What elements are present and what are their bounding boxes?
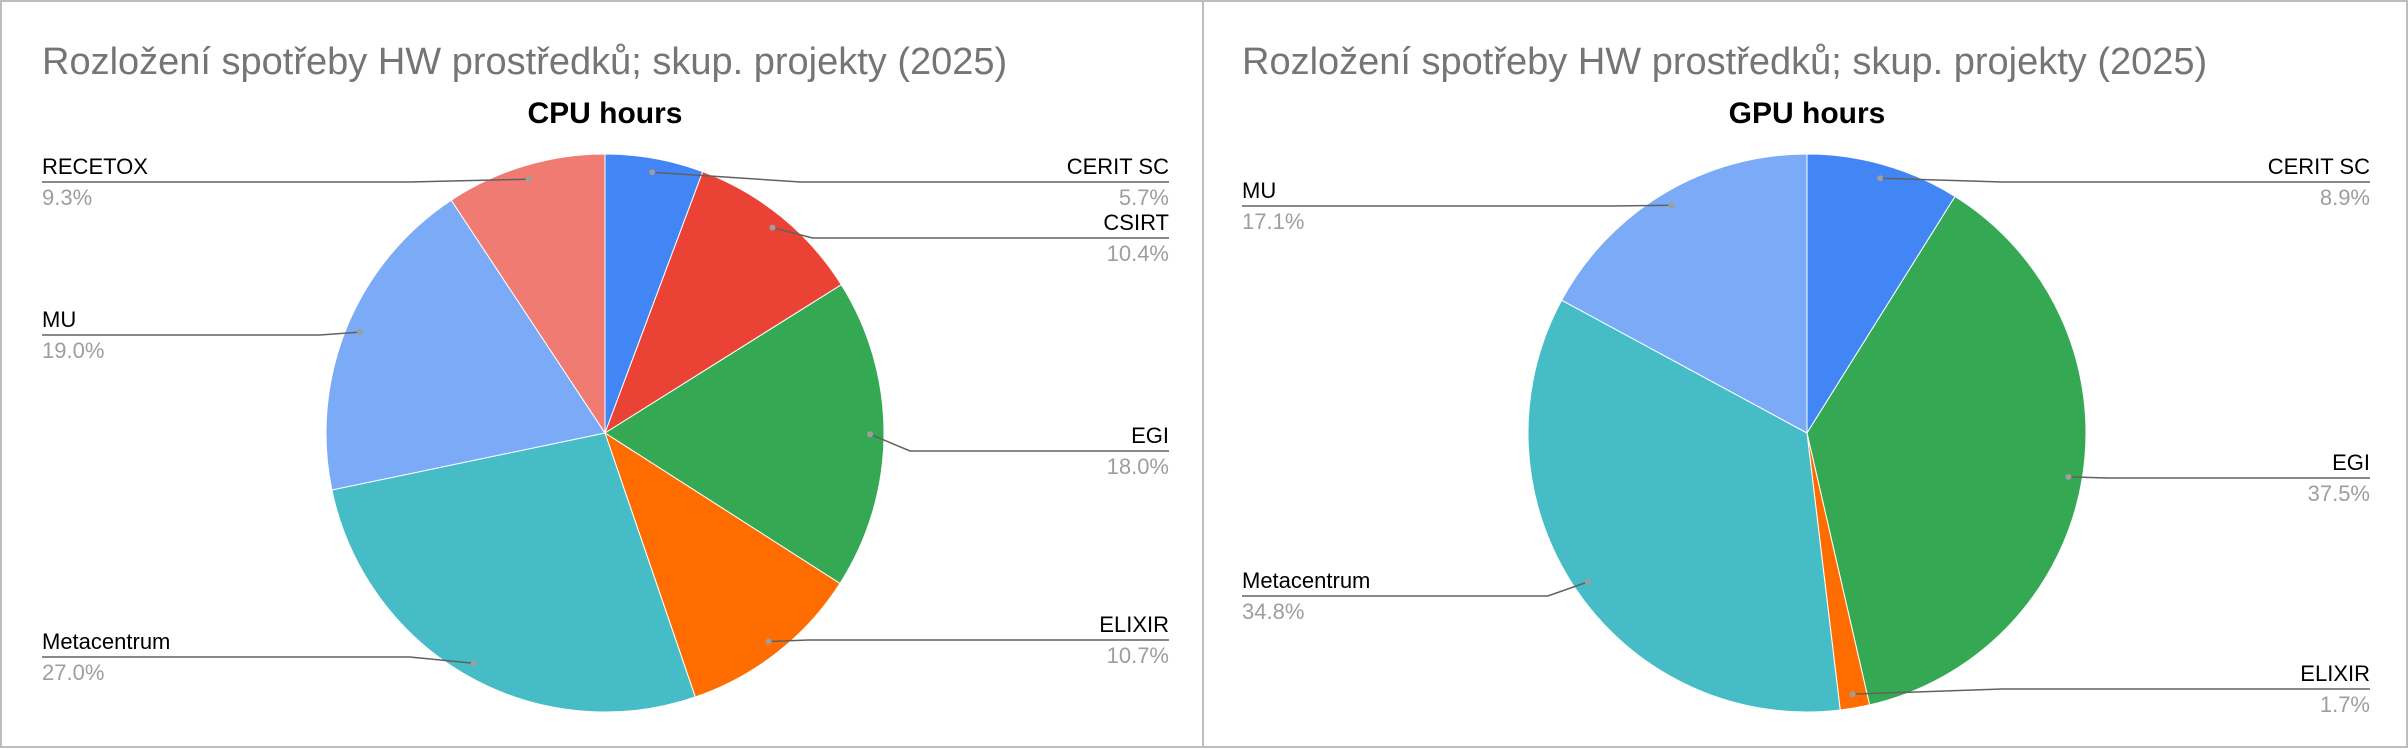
slice-percent-elixir: 10.7%	[1107, 643, 1169, 668]
slice-percent-mu: 17.1%	[1242, 209, 1304, 234]
slice-labels: CERIT SC 8.9% EGI 37.5% ELIXIR 1.7% Metacentru…	[1242, 154, 2370, 717]
slice-percent-egi: 18.0%	[1107, 454, 1169, 479]
slice-label-cerit-sc: CERIT SC	[1067, 154, 1169, 179]
slice-label-mu: MU	[1242, 178, 1276, 203]
leader-dot-csirt	[769, 224, 776, 231]
slice-percent-egi: 37.5%	[2308, 481, 2370, 506]
pie-slice-metacentrum	[1527, 299, 1841, 713]
slice-percent-elixir: 1.7%	[2320, 692, 2370, 717]
chart-subtitle: GPU hours	[1729, 97, 1886, 130]
leader-dot-elixir	[765, 638, 772, 645]
pie-slice-cerit-sc	[1806, 153, 1956, 435]
leader-line-mu	[42, 331, 360, 336]
leader-dot-cerit-sc	[1877, 175, 1884, 182]
leader-line-metacentrum	[1242, 581, 1589, 597]
slice-label-elixir: ELIXIR	[2300, 661, 2370, 686]
leader-line-elixir	[1852, 688, 2370, 695]
leader-dot-egi	[2065, 473, 2072, 480]
leader-line-recetox	[42, 178, 529, 183]
chart-panel-cpu: Rozložení spotřeby HW prostředků; skup. …	[0, 0, 1204, 748]
slice-percent-metacentrum: 34.8%	[1242, 599, 1304, 624]
slice-percent-mu: 19.0%	[42, 338, 104, 363]
chart-title: Rozložení spotřeby HW prostředků; skup. …	[42, 41, 1007, 83]
slice-label-egi: EGI	[2332, 450, 2370, 475]
chart-panel-gpu: Rozložení spotřeby HW prostředků; skup. …	[1202, 0, 2408, 748]
slice-labels: CERIT SC 5.7%CSIRT 10.4% EGI 18.0% ELIXIR 10.7…	[42, 154, 1169, 685]
slice-label-metacentrum: Metacentrum	[42, 629, 170, 654]
pie-slice-metacentrum	[331, 432, 696, 713]
pie-slice-egi	[1806, 195, 2087, 706]
slice-label-mu: MU	[42, 307, 76, 332]
chart-subtitle: CPU hours	[527, 97, 682, 130]
leader-dot-metacentrum	[470, 660, 477, 667]
slice-percent-metacentrum: 27.0%	[42, 660, 104, 685]
leader-line-egi	[2068, 476, 2370, 479]
leader-dot-mu	[356, 329, 363, 336]
leader-lines	[1242, 175, 2370, 698]
leader-dot-elixir	[1849, 691, 1856, 698]
chart-title: Rozložení spotřeby HW prostředků; skup. …	[1242, 41, 2207, 83]
gpu-pie-chart: Rozložení spotřeby HW prostředků; skup. …	[1242, 41, 2370, 717]
pie-slice-mu	[325, 199, 606, 491]
pie-slice-mu	[1560, 153, 1808, 434]
leader-line-csirt	[772, 226, 1169, 239]
leader-line-egi	[869, 433, 1169, 452]
slice-label-egi: EGI	[1131, 423, 1169, 448]
slice-percent-csirt: 10.4%	[1107, 241, 1169, 266]
slice-label-elixir: ELIXIR	[1099, 612, 1169, 637]
leader-dot-cerit-sc	[649, 169, 656, 176]
leader-line-metacentrum	[42, 656, 474, 665]
leader-dot-recetox	[525, 176, 532, 183]
leader-line-elixir	[768, 639, 1169, 643]
slice-label-cerit-sc: CERIT SC	[2268, 154, 2370, 179]
leader-dot-mu	[1668, 202, 1675, 209]
pie-slice-elixir	[604, 431, 841, 698]
leader-lines	[42, 169, 1169, 667]
slice-percent-cerit-sc: 8.9%	[2320, 185, 2370, 210]
leader-dot-egi	[867, 431, 873, 438]
leader-dot-metacentrum	[1584, 579, 1591, 585]
leader-line-mu	[1242, 204, 1672, 207]
leader-line-cerit-sc	[652, 171, 1169, 183]
cpu-pie-chart: Rozložení spotřeby HW prostředků; skup. …	[42, 41, 1169, 713]
pie-slice-egi	[604, 284, 885, 585]
pie-slice-recetox	[450, 153, 606, 435]
slice-percent-recetox: 9.3%	[42, 185, 92, 210]
leader-line-cerit-sc	[1880, 177, 2370, 183]
slice-label-csirt: CSIRT	[1103, 210, 1169, 235]
slice-percent-cerit-sc: 5.7%	[1119, 185, 1169, 210]
pie-slices	[325, 153, 885, 713]
slice-label-recetox: RECETOX	[42, 154, 148, 179]
slice-label-metacentrum: Metacentrum	[1242, 568, 1370, 593]
pie-slices	[1527, 153, 2087, 713]
